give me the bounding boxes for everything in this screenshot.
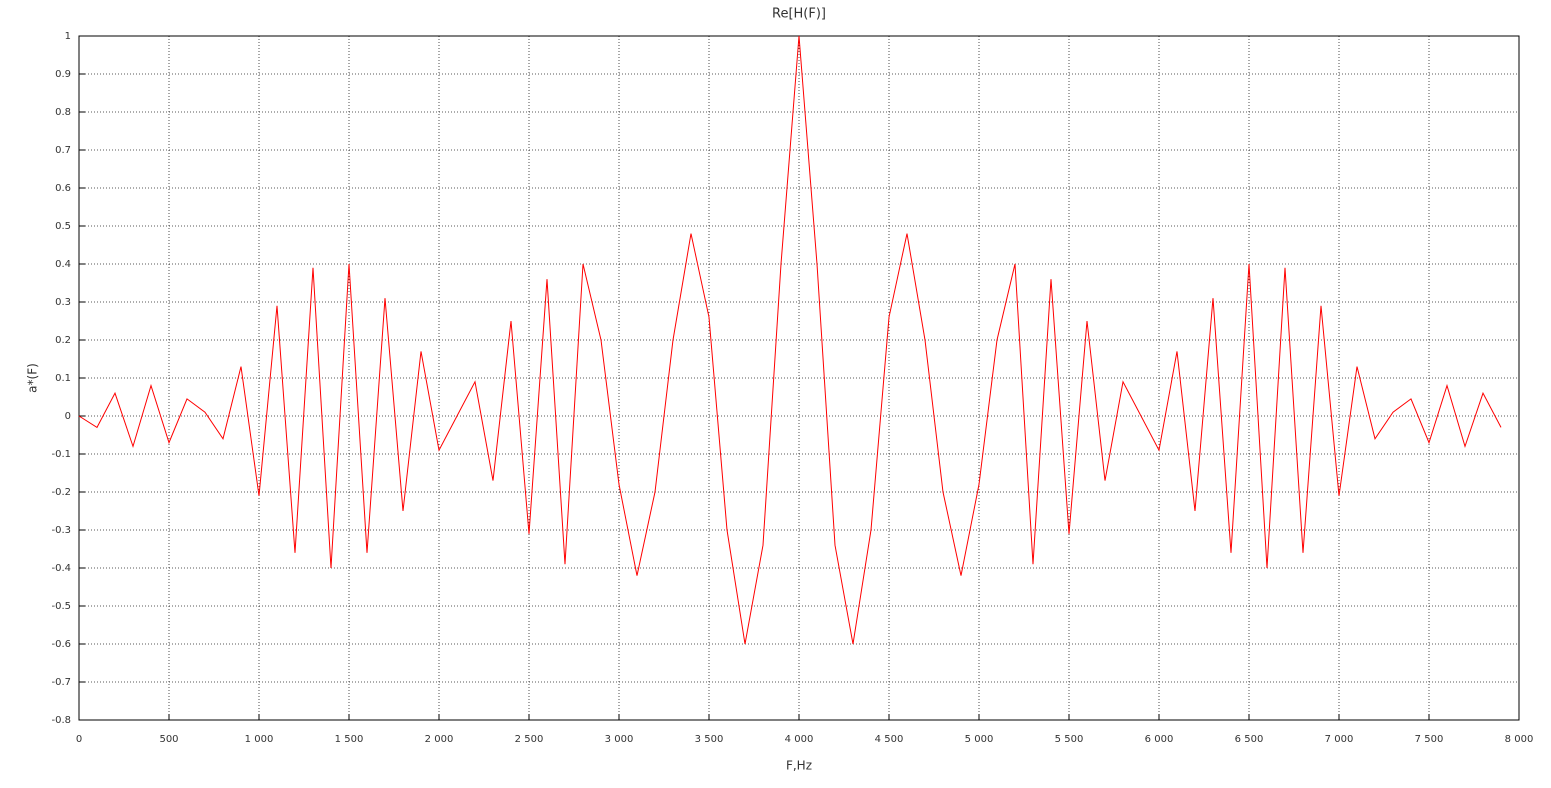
y-tick-label: 0.7: [55, 145, 71, 156]
x-tick-label: 3 500: [695, 734, 724, 745]
y-tick-label: 0: [65, 411, 71, 422]
y-tick-label: -0.3: [51, 525, 71, 536]
x-tick-label: 4 000: [785, 734, 814, 745]
x-tick-label: 5 000: [965, 734, 994, 745]
y-tick-label: 0.4: [55, 259, 71, 270]
y-tick-label: 0.3: [55, 297, 71, 308]
x-tick-label: 7 000: [1325, 734, 1354, 745]
x-tick-label: 6 500: [1235, 734, 1264, 745]
y-tick-label: -0.1: [51, 449, 71, 460]
x-tick-label: 4 500: [875, 734, 904, 745]
x-tick-label: 6 000: [1145, 734, 1174, 745]
y-tick-label: 0.9: [55, 69, 71, 80]
x-tick-label: 1 500: [335, 734, 364, 745]
y-tick-label: -0.7: [51, 677, 71, 688]
x-tick-label: 0: [76, 734, 82, 745]
y-tick-label: -0.2: [51, 487, 71, 498]
y-tick-label: -0.4: [51, 563, 71, 574]
y-tick-label: -0.5: [51, 601, 71, 612]
x-tick-label: 3 000: [605, 734, 634, 745]
y-tick-label: 0.1: [55, 373, 71, 384]
y-tick-label: -0.6: [51, 639, 71, 650]
x-tick-label: 5 500: [1055, 734, 1084, 745]
x-tick-label: 1 000: [245, 734, 274, 745]
x-tick-label: 2 500: [515, 734, 544, 745]
y-axis-label: a*(F): [26, 363, 40, 393]
chart-title: Re[H(F)]: [772, 7, 826, 22]
x-tick-label: 500: [159, 734, 178, 745]
x-tick-label: 7 500: [1415, 734, 1444, 745]
y-tick-label: -0.8: [51, 715, 71, 726]
data-line: [78, 35, 1502, 645]
y-tick-label: 1: [65, 31, 71, 42]
x-axis-label: F,Hz: [786, 759, 812, 773]
y-tick-label: 0.2: [55, 335, 71, 346]
y-tick-label: 0.5: [55, 221, 71, 232]
x-tick-label: 2 000: [425, 734, 454, 745]
y-tick-label: 0.6: [55, 183, 71, 194]
y-tick-label: 0.8: [55, 107, 71, 118]
x-tick-label: 8 000: [1505, 734, 1534, 745]
